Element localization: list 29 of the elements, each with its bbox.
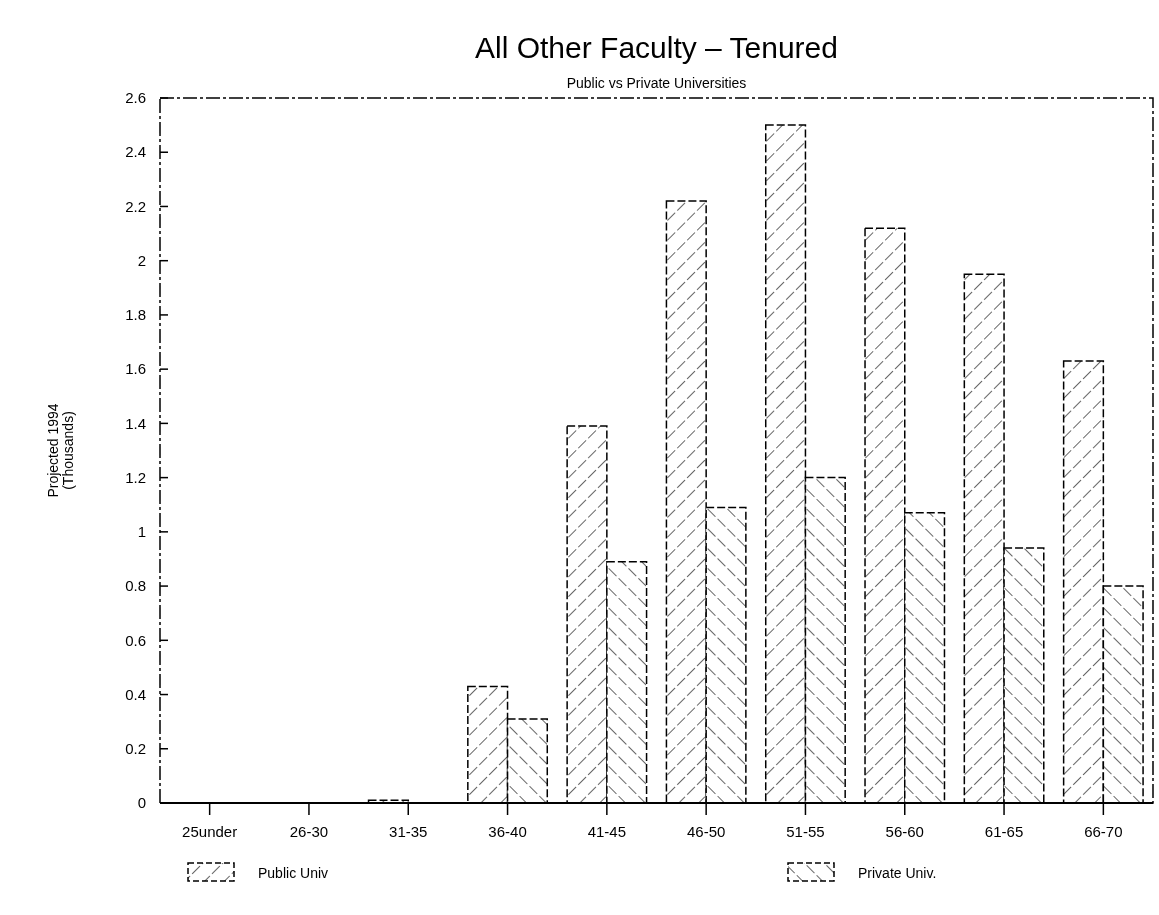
y-tick-label: 1.2: [125, 468, 146, 486]
chart-title: All Other Faculty – Tenured: [475, 31, 838, 64]
x-tick-label: 61-65: [984, 823, 1024, 840]
x-tick-label: 26-30: [289, 823, 329, 840]
y-tick-label: 0.4: [125, 685, 146, 703]
x-tick-label: 31-35: [389, 823, 428, 840]
x-tick-label: 36-40: [488, 823, 527, 840]
x-tick-label: 56-60: [885, 823, 924, 840]
y-tick-label: 1.8: [125, 306, 146, 324]
y-tick-label: 0.8: [125, 577, 146, 595]
chart-subtitle: Public vs Private Universities: [566, 75, 747, 91]
y-axis-title: Projected 1994 (Thousands): [45, 403, 77, 498]
x-tick-label: 25under: [182, 823, 238, 840]
x-tick-label: 41-45: [587, 823, 627, 840]
y-tick-label: 0: [137, 794, 146, 812]
y-tick-label: 2: [137, 251, 146, 269]
x-tick-label: 51-55: [786, 823, 825, 840]
legend-label: Private Univ.: [858, 864, 937, 881]
y-tick-label: 1.6: [125, 360, 146, 378]
y-tick-label: 2.2: [125, 197, 146, 215]
x-tick-label: 46-50: [686, 823, 726, 840]
y-tick-label: 2.6: [125, 89, 146, 107]
y-tick-label: 1.4: [125, 414, 146, 432]
y-tick-label: 2.4: [125, 143, 146, 161]
y-tick-label: 0.6: [125, 631, 146, 649]
y-tick-label: 1: [137, 523, 146, 541]
y-tick-label: 0.2: [125, 740, 146, 758]
x-tick-label: 66-70: [1084, 823, 1123, 840]
legend-label: Public Univ: [258, 864, 329, 881]
